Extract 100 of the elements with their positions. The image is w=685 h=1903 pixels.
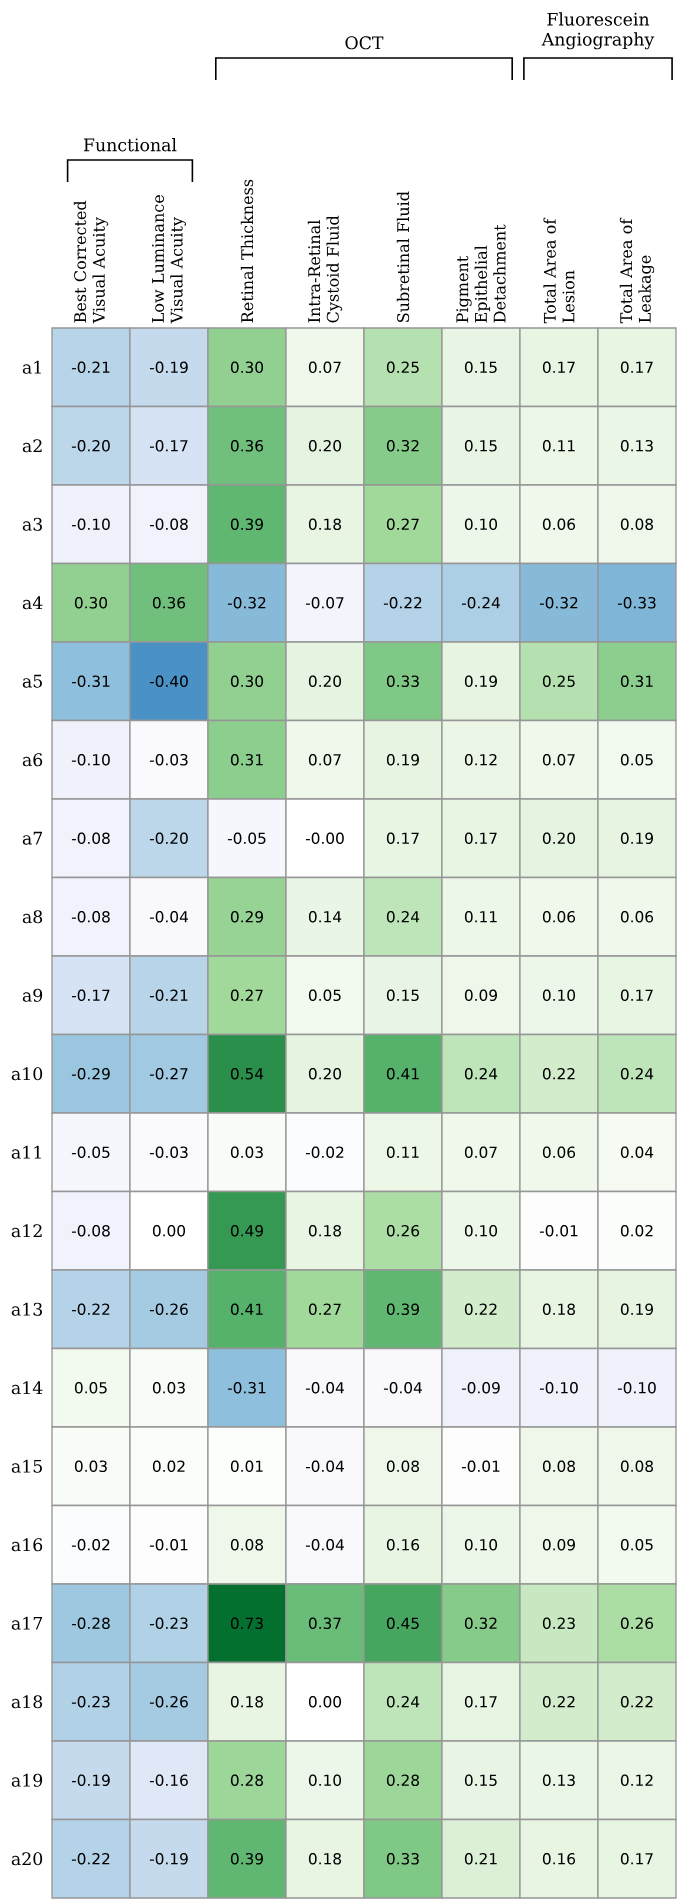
data-label: 0.20: [308, 439, 342, 452]
data-label: 0.31: [620, 675, 653, 688]
data-label: 0.31: [230, 753, 263, 766]
data-label: 0.16: [542, 1852, 576, 1865]
y-tick-label: a17: [11, 1616, 43, 1630]
data-label: -0.16: [149, 1774, 188, 1787]
data-label: 0.39: [230, 1852, 263, 1865]
data-label: 0.19: [620, 832, 653, 845]
data-label: 0.19: [386, 753, 419, 766]
data-label: -0.31: [227, 1381, 266, 1394]
x-tick-label: Subretinal Fluid: [396, 191, 410, 322]
data-label: 0.15: [464, 1774, 497, 1787]
data-label: 0.10: [464, 518, 498, 531]
data-label: 0.21: [464, 1852, 497, 1865]
data-label: 0.33: [386, 675, 419, 688]
data-label: 0.09: [542, 1538, 575, 1551]
data-label: 0.39: [230, 518, 263, 531]
data-label: -0.08: [71, 910, 110, 923]
data-label: 0.03: [230, 1146, 263, 1159]
data-label: 0.20: [308, 1067, 342, 1080]
data-label: -0.19: [149, 1852, 188, 1865]
y-tick-label: a16: [11, 1538, 43, 1552]
data-label: 0.24: [620, 1067, 654, 1080]
data-label: 0.73: [230, 1617, 263, 1630]
data-label: -0.29: [71, 1067, 110, 1080]
data-label: 0.33: [386, 1852, 419, 1865]
data-label: -0.04: [383, 1381, 422, 1394]
data-label: 0.13: [542, 1774, 575, 1787]
data-label: 0.07: [542, 753, 575, 766]
data-label: -0.08: [71, 1224, 110, 1237]
data-label: 0.27: [230, 989, 263, 1002]
data-label: 0.28: [230, 1774, 263, 1787]
y-tick-label: a7: [22, 831, 43, 845]
data-label: 0.09: [464, 989, 497, 1002]
data-label: 0.00: [152, 1224, 186, 1237]
y-tick-label: a9: [22, 988, 43, 1002]
data-label: -0.23: [71, 1695, 110, 1708]
data-label: 0.08: [620, 518, 653, 531]
data-label: -0.20: [71, 439, 110, 452]
data-label: 0.54: [230, 1067, 264, 1080]
y-tick-label: a14: [11, 1381, 43, 1395]
y-tick-label: a1: [22, 360, 41, 374]
data-label: 0.28: [386, 1774, 419, 1787]
data-label: 0.23: [542, 1617, 575, 1630]
y-tick-label: a13: [11, 1302, 42, 1316]
y-tick-label: a4: [22, 596, 43, 610]
data-label: 0.30: [74, 596, 108, 609]
y-tick-label: a2: [22, 439, 42, 453]
data-label: 0.11: [386, 1146, 419, 1159]
data-label: 0.03: [74, 1460, 107, 1473]
y-tick-label: a6: [22, 753, 43, 767]
data-label: 0.30: [230, 361, 264, 374]
data-label: 0.08: [386, 1460, 419, 1473]
data-label: -0.03: [149, 753, 188, 766]
y-tick-label: a18: [11, 1695, 43, 1709]
data-label: -0.04: [305, 1381, 344, 1394]
data-label: -0.19: [149, 361, 188, 374]
data-label: -0.31: [71, 675, 110, 688]
data-label: 0.14: [308, 910, 342, 923]
data-label: -0.33: [617, 596, 656, 609]
data-label: 0.15: [464, 361, 497, 374]
data-label: 0.17: [620, 361, 653, 374]
data-label: -0.10: [617, 1381, 656, 1394]
data-label: 0.24: [386, 910, 420, 923]
data-label: -0.22: [71, 1852, 110, 1865]
x-tick-label: Pigment Epithelial Detachment: [456, 224, 506, 323]
data-label: 0.16: [386, 1538, 420, 1551]
data-label: 0.03: [152, 1381, 185, 1394]
data-label: -0.08: [71, 832, 110, 845]
data-label: 0.45: [386, 1617, 419, 1630]
data-label: -0.04: [305, 1538, 344, 1551]
y-tick-label: a3: [22, 517, 42, 531]
data-label: 0.24: [386, 1695, 420, 1708]
data-label: 0.06: [542, 910, 576, 923]
data-label: 0.06: [542, 518, 576, 531]
data-label: 0.37: [308, 1617, 341, 1630]
data-label: 0.22: [620, 1695, 653, 1708]
data-label: -0.28: [71, 1617, 110, 1630]
text: OCT: [345, 36, 384, 50]
y-tick-label: a10: [11, 1067, 43, 1081]
data-label: 0.30: [230, 675, 264, 688]
data-label: 0.19: [464, 675, 497, 688]
data-label: 0.05: [74, 1381, 107, 1394]
data-label: -0.20: [149, 832, 188, 845]
data-label: 0.08: [620, 1460, 653, 1473]
data-label: -0.21: [149, 989, 188, 1002]
data-label: 0.08: [542, 1460, 575, 1473]
data-label: 0.01: [230, 1460, 263, 1473]
x-tick-label: Intra-Retinal Cystoid Fluid: [307, 215, 343, 323]
y-tick-label: a11: [11, 1145, 41, 1159]
data-label: -0.10: [71, 753, 110, 766]
data-label: 0.17: [464, 832, 497, 845]
data-label: -0.03: [149, 1146, 188, 1159]
data-label: -0.32: [227, 596, 266, 609]
data-label: 0.18: [308, 1852, 341, 1865]
data-label: -0.10: [71, 518, 110, 531]
data-label: 0.41: [230, 1303, 263, 1316]
data-label: -0.00: [305, 832, 344, 845]
data-label: 0.06: [542, 1146, 576, 1159]
data-label: 0.39: [386, 1303, 419, 1316]
